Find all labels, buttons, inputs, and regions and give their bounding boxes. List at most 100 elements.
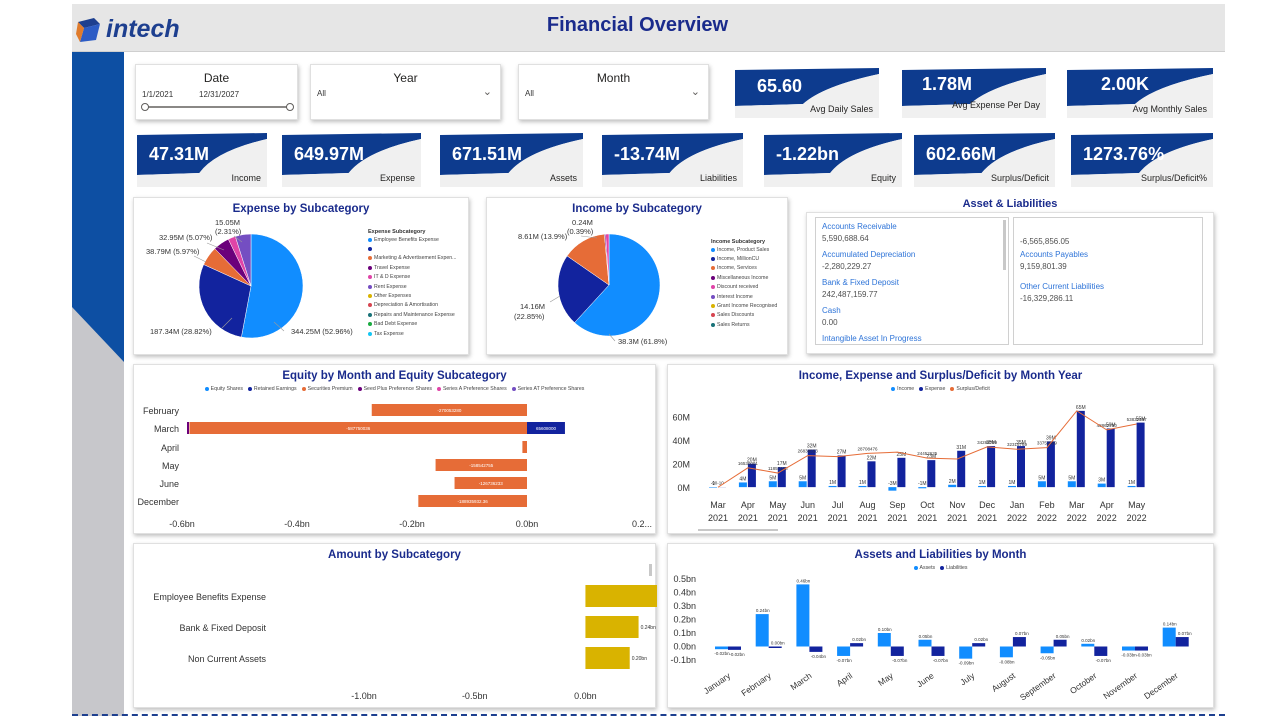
expense-bar[interactable] [867, 461, 876, 488]
asset-item[interactable]: Intangible Asset In Progress [822, 334, 1002, 344]
legend-item[interactable]: Seed Plus Preference Shares [357, 385, 432, 393]
income-bar[interactable] [1067, 481, 1076, 488]
surplus-line[interactable] [717, 410, 1137, 488]
bar[interactable] [435, 459, 527, 471]
liability-item[interactable]: Other Current Liabilities -16,329,286.11 [1020, 282, 1196, 310]
date-range-track[interactable] [144, 106, 292, 108]
legend-item[interactable]: Income, Services [711, 264, 777, 273]
expense-bar[interactable] [837, 455, 846, 488]
assets-bar[interactable] [755, 614, 769, 647]
income-bar[interactable] [1127, 485, 1136, 488]
legend-item[interactable]: Income, Product Sales [711, 245, 777, 254]
legend-item[interactable]: Retained Earnings [247, 385, 297, 393]
expense-bar[interactable] [1106, 428, 1115, 488]
income-bar[interactable] [768, 481, 777, 488]
legend-item[interactable]: Employee Benefits Expense [368, 235, 456, 244]
legend-item[interactable]: Assets [913, 564, 935, 572]
legend-item[interactable]: Interest Income [711, 292, 777, 301]
bar[interactable] [585, 585, 657, 607]
legend-item[interactable]: Depreciation & Amortisation [368, 301, 456, 310]
legend-item[interactable]: Bad Debt Expense [368, 320, 456, 329]
pie-slice[interactable] [241, 233, 304, 339]
liabilities-bar[interactable] [1053, 639, 1067, 647]
legend-item[interactable] [368, 244, 456, 253]
expense-bar[interactable] [1017, 446, 1025, 488]
income-bar[interactable] [978, 485, 987, 488]
date-end-handle[interactable] [286, 103, 294, 111]
expense-bar[interactable] [1136, 422, 1145, 488]
income-bar[interactable] [828, 485, 837, 488]
expense-bar[interactable] [1076, 410, 1085, 488]
equity-chart[interactable]: February -270053280 March -587750036 6560800… [134, 365, 657, 535]
legend-item[interactable]: Miscellaneous Income [711, 273, 777, 282]
scrollbar[interactable] [1003, 220, 1006, 270]
income-bar[interactable] [798, 481, 807, 488]
income-bar[interactable] [1097, 483, 1106, 488]
legend-item[interactable]: Other Expenses [368, 291, 456, 300]
assets-bar[interactable] [715, 646, 728, 650]
liabilities-bar[interactable] [728, 646, 741, 650]
asset-item[interactable]: Cash 0.00 [822, 306, 1002, 334]
al-chart[interactable]: -0.1bn 0.0bn 0.1bn 0.2bn 0.3bn 0.4bn 0.5bn -0.0… [668, 544, 1215, 709]
assets-bar[interactable] [837, 646, 851, 656]
income-bar[interactable] [709, 487, 717, 488]
legend-item[interactable]: Travel Expense [368, 263, 456, 272]
legend-item[interactable]: Securities Premium [301, 385, 353, 393]
income-bar[interactable] [1008, 485, 1016, 488]
expense-bar[interactable] [747, 463, 756, 488]
liabilities-bar[interactable] [1094, 646, 1108, 656]
legend-item[interactable]: Discount received [711, 283, 777, 292]
assets-bar[interactable] [1122, 646, 1135, 651]
pie-slice[interactable] [235, 233, 252, 287]
legend-item[interactable]: Expense [919, 385, 945, 393]
date-start-handle[interactable] [141, 103, 149, 111]
assets-bar[interactable] [918, 639, 932, 647]
legend-item[interactable]: Sales Discounts [711, 311, 777, 320]
assets-bar[interactable] [877, 633, 891, 647]
chevron-down-icon[interactable]: ⌄ [690, 86, 700, 98]
month-slicer[interactable]: Month All ⌄ [518, 64, 709, 120]
legend-item[interactable]: Liabilities [940, 564, 967, 572]
income-bar[interactable] [888, 487, 897, 491]
legend-item[interactable]: Marketing & Advertisement Expen... [368, 254, 456, 263]
assets-bar[interactable] [999, 646, 1013, 658]
assets-bar[interactable] [959, 646, 973, 659]
expense-bar[interactable] [807, 449, 816, 488]
bar[interactable] [585, 616, 639, 638]
bar[interactable] [371, 404, 527, 416]
date-end[interactable]: 12/31/2027 [199, 90, 240, 99]
pie-slice[interactable] [198, 264, 252, 338]
bar[interactable] [418, 495, 527, 507]
income-pie-chart[interactable]: 0.24M (0.39%) 8.61M (13.9%) 14.16M (22.8… [487, 198, 789, 356]
pie-slice[interactable] [605, 233, 610, 286]
liabilities-bar[interactable] [972, 643, 986, 647]
scrollbar[interactable] [649, 564, 652, 576]
legend-item[interactable]: IT & D Expense [368, 273, 456, 282]
expense-pie-chart[interactable]: 15.05M (2.31%) 32.95M (5.07%) 38.79M (5.… [134, 198, 470, 356]
assets-bar[interactable] [796, 584, 810, 647]
expense-bar[interactable] [987, 446, 996, 488]
legend-item[interactable]: Series AT Preference Shares [511, 385, 584, 393]
liabilities-bar[interactable] [1175, 637, 1189, 647]
income-bar[interactable] [1037, 481, 1046, 488]
liabilities-bar[interactable] [890, 646, 904, 656]
scrollbar[interactable] [698, 529, 778, 531]
liability-item[interactable]: Accounts Payables 9,159,801.39 [1020, 250, 1196, 278]
expense-bar[interactable] [897, 457, 906, 488]
asset-item[interactable]: Accounts Receivable 5,590,688.64 [822, 222, 1002, 250]
legend-item[interactable]: Sales Returns [711, 320, 777, 329]
year-slicer[interactable]: Year All ⌄ [310, 64, 501, 120]
income-bar[interactable] [738, 482, 747, 488]
date-start[interactable]: 1/1/2021 [142, 90, 174, 99]
amount-chart[interactable]: Employee Benefits Expense0.34bnBank & Fi… [134, 544, 657, 709]
legend-item[interactable]: Tax Expense [368, 329, 456, 338]
month-selected-value[interactable]: All [525, 89, 534, 98]
legend-item[interactable]: Surplus/Deficit [950, 385, 990, 393]
assets-bar[interactable] [1162, 627, 1176, 647]
expense-bar[interactable] [777, 467, 786, 488]
assets-list[interactable]: Accounts Receivable 5,590,688.64 Accumulat… [815, 217, 1009, 345]
income-bar[interactable] [948, 484, 957, 488]
liabilities-bar[interactable] [850, 643, 864, 647]
liabilities-bar[interactable] [768, 646, 782, 649]
liabilities-list[interactable]: -6,565,856.05 Accounts Payables 9,159,801… [1013, 217, 1203, 345]
